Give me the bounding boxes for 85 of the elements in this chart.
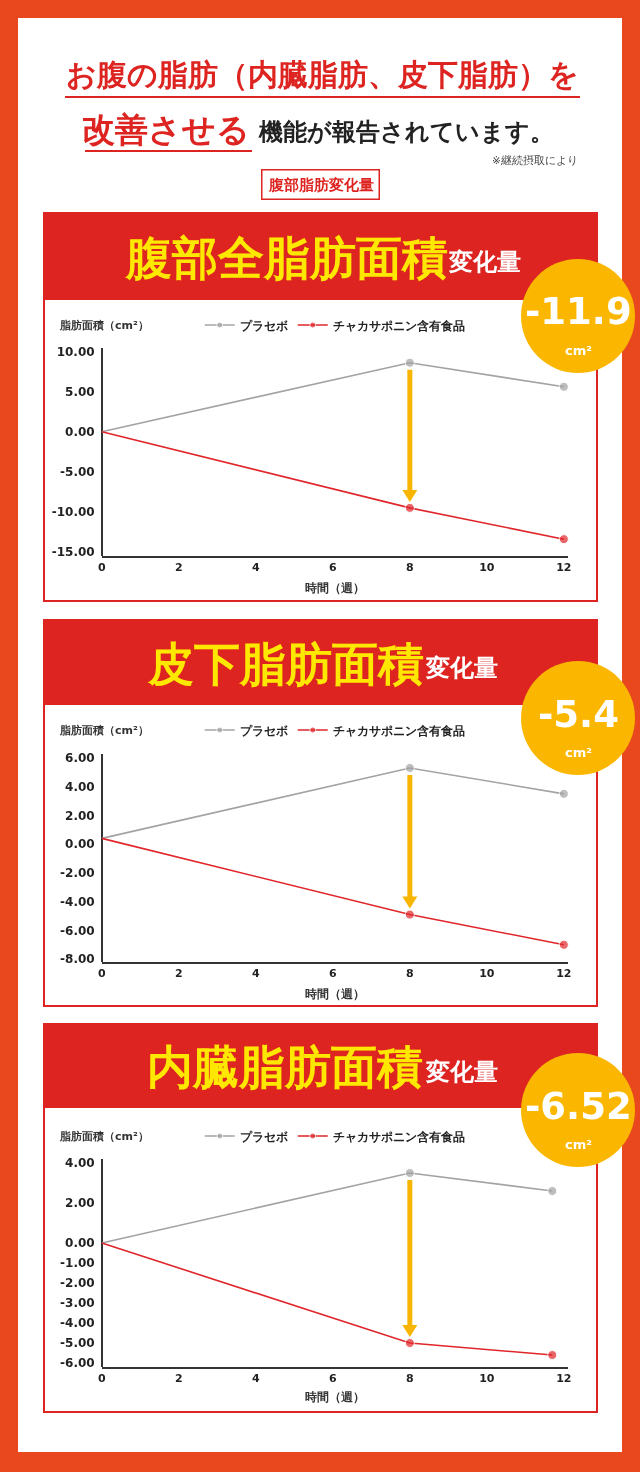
- text: -5.4: [538, 693, 619, 736]
- y-tick-label: -1.00: [60, 1256, 95, 1271]
- point: [547, 1186, 558, 1196]
- x-tick-label: 6: [328, 1372, 337, 1386]
- y-tick-label: -8.00: [60, 952, 95, 967]
- point: [558, 381, 569, 392]
- point: [404, 909, 415, 920]
- chart-subtitle: 変化量: [425, 654, 498, 682]
- y-tick-label: 0.00: [65, 837, 95, 852]
- text: ※継続摂取により: [492, 154, 578, 166]
- x-axis-title: 時間（週）: [305, 581, 365, 595]
- chart-title: 内臓脂肪面積: [147, 1040, 423, 1094]
- x-tick-label: 4: [251, 967, 260, 981]
- y-tick-label: 4.00: [65, 779, 95, 794]
- x-tick-label: 12: [556, 561, 572, 575]
- x-tick-label: 2: [174, 561, 183, 575]
- x-tick-label: 0: [97, 967, 106, 981]
- point: [404, 1168, 415, 1178]
- x-tick-label: 0: [97, 561, 106, 575]
- chart-title: 皮下脂肪面積: [147, 637, 424, 691]
- y-tick-label: -5.00: [60, 465, 95, 479]
- legend-label: チャカサポニン含有食品: [332, 723, 465, 738]
- y-tick-label: 5.00: [65, 384, 95, 399]
- point: [558, 534, 569, 545]
- y-tick-label: -5.00: [60, 1336, 95, 1351]
- chart-subtitle: 変化量: [425, 1058, 498, 1086]
- legend-label: チャカサポニン含有食品: [332, 318, 465, 333]
- x-tick-label: 10: [479, 967, 495, 981]
- chart-subtitle: 変化量: [448, 248, 521, 276]
- text: cm²: [565, 1137, 592, 1152]
- x-tick-label: 12: [556, 967, 572, 981]
- y-tick-label: 2.00: [65, 808, 95, 823]
- y-tick-label: -10.00: [51, 505, 95, 520]
- x-axis-title: 時間（週）: [305, 987, 365, 1001]
- text: -11.9: [525, 290, 632, 333]
- x-tick-label: 10: [479, 1372, 495, 1386]
- x-tick-label: 4: [251, 1372, 260, 1386]
- x-tick-label: 8: [406, 561, 414, 575]
- legend-label: プラセボ: [239, 1129, 288, 1144]
- point: [558, 939, 569, 950]
- y-tick-label: -4.00: [60, 1316, 95, 1331]
- legend-label: チャカサポニン含有食品: [332, 1129, 465, 1144]
- y-tick-label: 0.00: [65, 424, 95, 439]
- text: 改善させる: [82, 110, 250, 149]
- y-axis-title: 脂肪面積（cm²）: [59, 724, 149, 737]
- text: 機能が報告されています。: [258, 118, 554, 146]
- y-axis-title: 脂肪面積（cm²）: [59, 1130, 149, 1143]
- x-tick-label: 8: [406, 967, 414, 981]
- x-tick-label: 10: [479, 561, 495, 575]
- y-tick-label: -6.00: [60, 1356, 95, 1371]
- y-tick-label: 10.00: [56, 344, 95, 359]
- x-tick-label: 12: [556, 1372, 572, 1386]
- y-tick-label: 2.00: [65, 1196, 95, 1211]
- annotation: cm²: [565, 745, 592, 760]
- y-tick-label: -2.00: [60, 866, 95, 881]
- x-tick-label: 4: [251, 561, 260, 575]
- annotation: cm²: [565, 343, 592, 358]
- point: [404, 762, 415, 773]
- y-axis-title: 脂肪面積（cm²）: [59, 319, 149, 332]
- x-tick-label: 0: [97, 1372, 106, 1386]
- point: [558, 788, 569, 799]
- y-tick-label: 4.00: [65, 1156, 95, 1171]
- text: お腹の脂肪（内臓脂肪、皮下脂肪）を: [66, 57, 579, 92]
- chart-title: 腹部全脂肪面積: [124, 231, 448, 285]
- legend-label: プラセボ: [239, 723, 288, 738]
- x-tick-label: 6: [328, 967, 337, 981]
- y-tick-label: -3.00: [60, 1296, 95, 1311]
- legend-label: プラセボ: [239, 318, 288, 333]
- point: [404, 502, 415, 513]
- y-tick-label: -4.00: [60, 894, 95, 909]
- point: [404, 357, 415, 368]
- x-tick-label: 8: [406, 1372, 414, 1386]
- y-tick-label: -15.00: [51, 545, 95, 560]
- text: -6.52: [525, 1085, 632, 1128]
- text: 腹部脂肪変化量: [267, 175, 374, 194]
- y-tick-label: -6.00: [60, 923, 95, 938]
- y-tick-label: 6.00: [65, 751, 95, 766]
- x-tick-label: 2: [174, 967, 183, 981]
- x-tick-label: 6: [328, 561, 337, 575]
- x-tick-label: 2: [174, 1372, 183, 1386]
- point: [547, 1350, 558, 1360]
- y-tick-label: 0.00: [65, 1236, 95, 1251]
- point: [404, 1338, 415, 1348]
- y-tick-label: -2.00: [60, 1276, 95, 1291]
- x-axis-title: 時間（週）: [305, 1390, 365, 1404]
